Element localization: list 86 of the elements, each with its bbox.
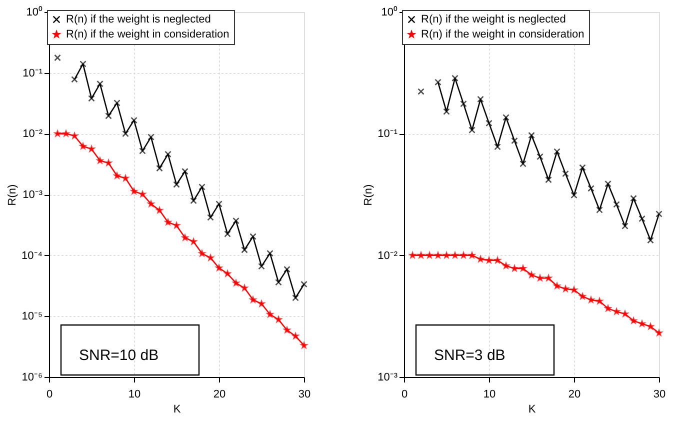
- y-tick-label: 10⁰: [26, 6, 42, 18]
- point: [198, 184, 206, 190]
- point: [570, 192, 578, 199]
- point: [622, 222, 628, 230]
- point: [114, 100, 120, 106]
- y-tick-label: 10⁰: [381, 6, 398, 18]
- y-tick-label: 10⁻⁵: [22, 310, 42, 323]
- point: [292, 294, 299, 302]
- legend-label: R(n) if the weight in consideration: [66, 28, 230, 40]
- y-tick-label: 10⁻⁶: [22, 372, 42, 384]
- point: [418, 88, 424, 95]
- point: [284, 266, 290, 273]
- point: [656, 210, 662, 218]
- point: [300, 280, 308, 288]
- point: [494, 143, 501, 150]
- point: [604, 180, 612, 188]
- point: [477, 96, 484, 103]
- point: [130, 116, 138, 124]
- y-tick-label: 10⁻³: [22, 189, 43, 201]
- point: [486, 120, 492, 127]
- point: [554, 148, 560, 155]
- x-axis-title: K: [528, 404, 536, 416]
- point: [596, 206, 603, 214]
- point: [434, 78, 442, 86]
- annotation: SNR=10 dB: [79, 347, 159, 364]
- point: [638, 215, 646, 222]
- point: [173, 181, 180, 188]
- point: [266, 250, 274, 257]
- y-tick-label: 10⁻¹: [22, 67, 43, 80]
- y-tick-label: 10⁻²: [378, 250, 398, 262]
- point: [164, 150, 172, 158]
- x-tick-label: 20: [568, 388, 581, 400]
- point: [122, 130, 129, 138]
- annotation: SNR=3 dB: [434, 347, 506, 364]
- point: [54, 54, 61, 62]
- x-tick-label: 20: [213, 388, 226, 400]
- point: [275, 278, 282, 286]
- y-tick-label: 10⁻²: [22, 128, 43, 140]
- point: [520, 160, 526, 168]
- point: [250, 233, 256, 240]
- point: [536, 153, 544, 160]
- x-tick-label: 30: [653, 388, 666, 400]
- point: [460, 100, 467, 108]
- point: [224, 230, 231, 238]
- point: [105, 112, 112, 120]
- x-axis-title: K: [173, 404, 182, 416]
- point: [156, 164, 163, 172]
- point: [502, 114, 510, 121]
- point: [232, 217, 240, 224]
- point: [216, 200, 222, 208]
- point: [241, 246, 248, 254]
- point: [139, 148, 146, 154]
- y-tick-label: 10⁻¹: [378, 128, 398, 140]
- point: [190, 197, 197, 204]
- point: [88, 95, 95, 102]
- x-tick-label: 10: [128, 388, 141, 400]
- point: [647, 236, 654, 244]
- point: [545, 176, 552, 184]
- x-tick-label: 0: [401, 388, 408, 400]
- point: [528, 132, 535, 139]
- legend-label: R(n) if the weight is neglected: [421, 14, 566, 26]
- point: [511, 137, 518, 144]
- point: [588, 185, 594, 192]
- point: [80, 60, 86, 68]
- y-tick-label: 10⁻³: [378, 372, 398, 384]
- point: [613, 201, 620, 208]
- legend-label: R(n) if the weight in consideration: [421, 28, 584, 40]
- point: [443, 108, 450, 115]
- point: [579, 164, 586, 171]
- y-axis-title: R(n): [6, 184, 19, 206]
- point: [468, 126, 476, 134]
- y-tick-label: 10⁻⁴: [22, 250, 43, 262]
- point: [148, 134, 154, 140]
- x-tick-label: 30: [298, 388, 311, 400]
- point: [182, 168, 188, 175]
- point: [207, 214, 214, 221]
- y-axis-title: R(n): [362, 184, 375, 206]
- point: [71, 76, 78, 83]
- point: [452, 74, 458, 82]
- x-tick-label: 10: [483, 388, 496, 400]
- x-tick-label: 0: [46, 388, 53, 400]
- point: [258, 262, 265, 270]
- point: [630, 194, 637, 202]
- point: [562, 170, 569, 178]
- legend-label: R(n) if the weight is neglected: [66, 14, 211, 26]
- point: [96, 80, 104, 88]
